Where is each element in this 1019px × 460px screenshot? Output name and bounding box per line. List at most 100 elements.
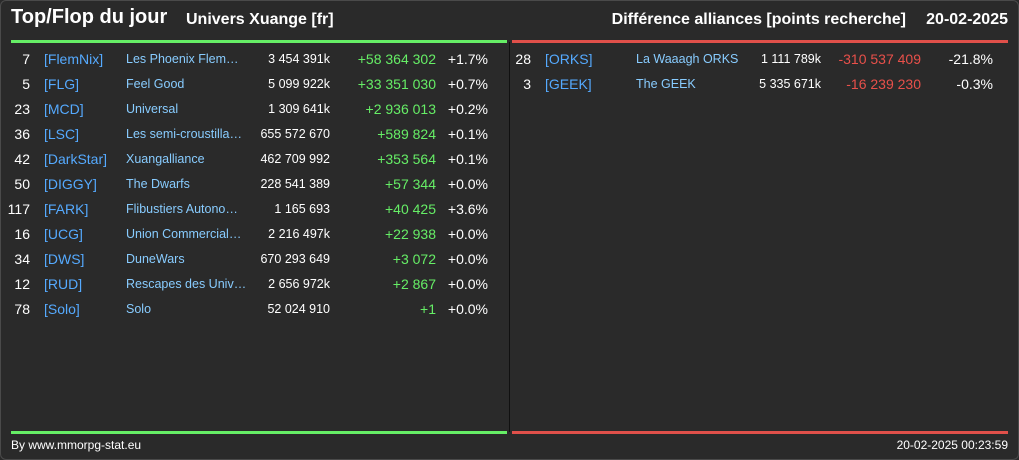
points-cell: 1 309 641k	[268, 102, 330, 116]
rank-cell: 12	[14, 276, 30, 292]
alliance-name-link[interactable]: The GEEK	[636, 77, 696, 91]
points-cell: 2 216 497k	[268, 227, 330, 241]
rank-cell: 23	[14, 101, 30, 117]
rank-cell: 50	[14, 176, 30, 192]
points-cell: 52 024 910	[267, 302, 330, 316]
alliance-tag-link[interactable]: [RUD]	[44, 276, 83, 292]
alliance-tag-link[interactable]: [FARK]	[44, 201, 89, 217]
points-cell: 5 335 671k	[759, 77, 821, 91]
alliance-tag-link[interactable]: [DarkStar]	[44, 151, 108, 167]
table-row: 5 [FLG] Feel Good 5 099 922k +33 351 030 +0.7…	[0, 72, 496, 97]
table-row: 50 [DIGGY] The Dwarfs 228 541 389 +57 344 +0.…	[0, 172, 496, 197]
points-cell: 2 656 972k	[268, 277, 330, 291]
alliance-name-link[interactable]: Les Phoenix Flem…	[126, 52, 239, 66]
alliance-name-link[interactable]: The Dwarfs	[126, 177, 190, 191]
difference-cell: +57 344	[385, 176, 436, 192]
alliance-tag-link[interactable]: [DIGGY]	[44, 176, 97, 192]
percent-cell: +0.1%	[447, 126, 488, 142]
alliance-tag-link[interactable]: [Solo]	[44, 301, 80, 317]
table-row: 23 [MCD] Universal 1 309 641k +2 936 013 +0.2…	[0, 97, 496, 122]
percent-cell: -0.3%	[956, 76, 993, 92]
percent-cell: +1.7%	[447, 51, 488, 67]
bottom-bar-red	[512, 431, 1008, 434]
difference-cell: +1	[420, 301, 436, 317]
difference-cell: +2 867	[392, 276, 436, 292]
difference-cell: +589 824	[377, 126, 436, 142]
alliance-name-link[interactable]: Union Commerciale…	[126, 227, 248, 241]
percent-cell: +0.0%	[447, 301, 488, 317]
rank-cell: 78	[14, 301, 30, 317]
rank-cell: 34	[14, 251, 30, 267]
difference-cell: -310 537 409	[838, 51, 921, 67]
footer-timestamp: 20-02-2025 00:23:59	[896, 438, 1008, 452]
table-row: 12 [RUD] Rescapes des Univ… 2 656 972k +2 86…	[0, 272, 496, 297]
rank-cell: 16	[14, 226, 30, 242]
table-row: 28 [ORKS] La Waaagh ORKS 1 111 789k -310 537…	[501, 47, 997, 72]
bottom-bar-green	[11, 431, 507, 434]
alliance-tag-link[interactable]: [UCG]	[44, 226, 83, 242]
alliance-tag-link[interactable]: [GEEK]	[545, 76, 592, 92]
stat-heading: Différence alliances [points recherche]	[611, 11, 906, 28]
difference-cell: +2 936 013	[365, 101, 436, 117]
difference-cell: +22 938	[385, 226, 436, 242]
alliance-name-link[interactable]: La Waaagh ORKS	[636, 52, 739, 66]
top-bar-red	[512, 40, 1008, 43]
difference-cell: +58 364 302	[357, 51, 436, 67]
table-row: 16 [UCG] Union Commerciale… 2 216 497k +22 9…	[0, 222, 496, 247]
alliance-name-link[interactable]: Rescapes des Univ…	[126, 277, 247, 291]
points-cell: 5 099 922k	[268, 77, 330, 91]
table-row: 42 [DarkStar] Xuangalliance 462 709 992 +353…	[0, 147, 496, 172]
percent-cell: +0.2%	[447, 101, 488, 117]
difference-cell: +33 351 030	[357, 76, 436, 92]
difference-cell: +3 072	[392, 251, 436, 267]
alliance-tag-link[interactable]: [FLG]	[44, 76, 80, 92]
alliance-tag-link[interactable]: [FlemNix]	[44, 51, 104, 67]
alliance-name-link[interactable]: Flibustiers Autono…	[126, 202, 238, 216]
table-row: 7 [FlemNix] Les Phoenix Flem… 3 454 391k +58…	[0, 47, 496, 72]
alliance-tag-link[interactable]: [ORKS]	[545, 51, 593, 67]
rank-cell: 117	[7, 201, 30, 217]
alliance-name-link[interactable]: Universal	[126, 102, 179, 116]
points-cell: 3 454 391k	[268, 52, 330, 66]
points-cell: 670 293 649	[260, 252, 330, 266]
percent-cell: +0.0%	[447, 176, 488, 192]
points-cell: 228 541 389	[260, 177, 330, 191]
footer-credit: By www.mmorpg-stat.eu	[11, 438, 142, 452]
rank-cell: 5	[22, 76, 30, 92]
alliance-tag-link[interactable]: [DWS]	[44, 251, 85, 267]
percent-cell: +0.0%	[447, 226, 488, 242]
table-row: 78 [Solo] Solo 52 024 910 +1 +0.0%	[0, 297, 496, 322]
page-title: Top/Flop du jour	[11, 6, 168, 28]
percent-cell: +3.6%	[447, 201, 488, 217]
points-cell: 462 709 992	[260, 152, 330, 166]
alliance-tag-link[interactable]: [MCD]	[44, 101, 84, 117]
percent-cell: +0.7%	[447, 76, 488, 92]
difference-cell: +40 425	[385, 201, 436, 217]
points-cell: 1 165 693	[274, 202, 330, 216]
rank-cell: 42	[14, 151, 30, 167]
top-bar-green	[11, 40, 507, 43]
table-row: 117 [FARK] Flibustiers Autono… 1 165 693 +40…	[0, 197, 496, 222]
points-cell: 655 572 670	[260, 127, 330, 141]
rank-cell: 7	[22, 51, 30, 67]
rank-cell: 36	[14, 126, 30, 142]
rank-cell: 28	[515, 51, 531, 67]
table-row: 36 [LSC] Les semi-croustilla… 655 572 670 +5…	[0, 122, 496, 147]
table-row: 3 [GEEK] The GEEK 5 335 671k -16 239 230 -0.3…	[501, 72, 997, 97]
alliance-name-link[interactable]: Les semi-croustilla…	[126, 127, 243, 141]
difference-cell: -16 239 230	[846, 76, 921, 92]
percent-cell: +0.0%	[447, 276, 488, 292]
alliance-name-link[interactable]: DuneWars	[126, 252, 185, 266]
table-row: 34 [DWS] DuneWars 670 293 649 +3 072 +0.0%	[0, 247, 496, 272]
percent-cell: +0.0%	[447, 251, 488, 267]
alliance-name-link[interactable]: Solo	[126, 302, 152, 316]
alliance-tag-link[interactable]: [LSC]	[44, 126, 80, 142]
alliance-name-link[interactable]: Feel Good	[126, 77, 185, 91]
column-divider	[509, 42, 510, 432]
percent-cell: -21.8%	[948, 51, 993, 67]
difference-cell: +353 564	[377, 151, 436, 167]
universe-subtitle: Univers Xuange [fr]	[186, 11, 334, 28]
points-cell: 1 111 789k	[760, 52, 821, 66]
alliance-name-link[interactable]: Xuangalliance	[126, 152, 205, 166]
rank-cell: 3	[523, 76, 531, 92]
